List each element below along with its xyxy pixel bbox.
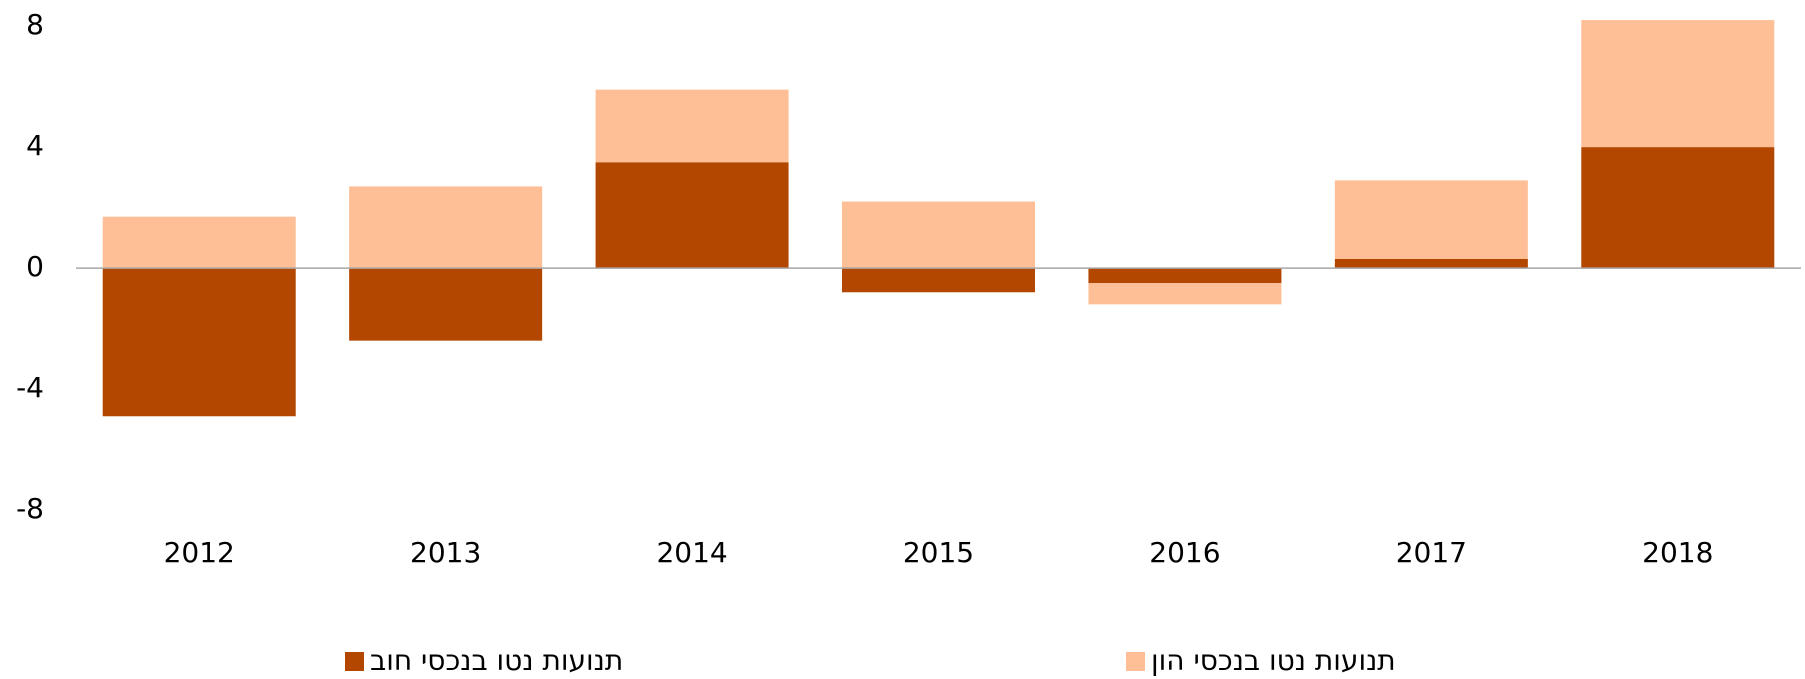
bar: [1088, 283, 1282, 305]
bar: [842, 201, 1035, 269]
y-tick-label: 8: [26, 8, 44, 41]
bar: [102, 268, 296, 417]
x-tick-label: 2017: [1396, 536, 1467, 569]
legend-swatch: [1126, 652, 1145, 671]
bar: [1581, 20, 1775, 148]
legend-label: תנועות נטו בנכסי חוב: [370, 644, 623, 677]
bar: [349, 186, 543, 269]
legend-swatch: [345, 652, 364, 671]
bar: [595, 162, 789, 269]
y-tick-label: -4: [16, 371, 44, 404]
x-tick-label: 2015: [903, 536, 974, 569]
x-tick-label: 2018: [1642, 536, 1713, 569]
bar: [595, 89, 789, 163]
bar: [1581, 147, 1775, 269]
y-tick-label: -8: [16, 492, 44, 525]
y-tick-label: 4: [26, 129, 44, 162]
x-tick-label: 2016: [1149, 536, 1220, 569]
x-tick-label: 2014: [656, 536, 727, 569]
x-tick-label: 2013: [410, 536, 481, 569]
x-tick-label: 2012: [164, 536, 235, 569]
bar: [1334, 180, 1528, 259]
bar: [1088, 268, 1282, 284]
y-tick-label: 0: [26, 250, 44, 283]
bar: [1334, 259, 1528, 269]
bar: [102, 216, 296, 269]
bar: [842, 268, 1035, 293]
legend-label: תנועות נטו בנכסי הון: [1151, 644, 1396, 677]
bar: [349, 268, 543, 341]
